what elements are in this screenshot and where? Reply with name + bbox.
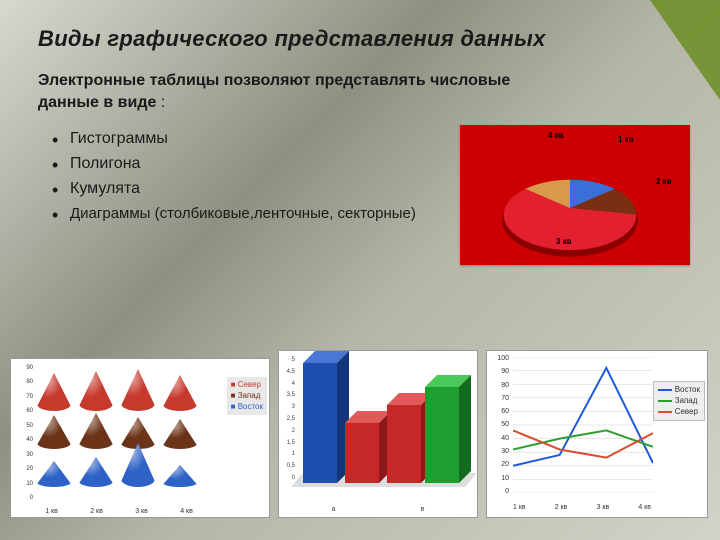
tick-label: 70 — [491, 395, 509, 402]
legend-item: Север — [231, 379, 263, 390]
tick-label: 20 — [491, 461, 509, 468]
tick-label: 1 кв — [45, 508, 58, 515]
pie-slice-label: 3 кв — [556, 237, 572, 246]
tick-label: 3 — [281, 404, 295, 410]
tick-label: а — [332, 506, 336, 513]
bullet-item: Кумулята — [52, 177, 452, 202]
tick-label: 10 — [13, 481, 33, 487]
line-xaxis: 1 кв 2 кв 3 кв 4 кв — [513, 504, 651, 511]
bar — [425, 387, 459, 483]
cone — [121, 443, 155, 487]
bar-yaxis: 5 4,5 4 3,5 3 2,5 2 1,5 1 0,5 0 — [281, 357, 295, 481]
legend-item: Восток — [658, 384, 700, 395]
lead-bold: Электронные таблицы позволяют представля… — [38, 72, 510, 111]
tick-label: 0 — [13, 495, 33, 501]
tick-label: 1,5 — [281, 440, 295, 446]
cone-yaxis: 90 80 70 60 50 40 30 20 10 0 — [13, 365, 33, 501]
tick-label: 40 — [13, 437, 33, 443]
tick-label: 3 кв — [135, 508, 148, 515]
cone-xaxis: 1 кв 2 кв 3 кв 4 кв — [29, 508, 209, 515]
pie-slice-label: 4 кв — [548, 131, 564, 140]
legend-item: Запад — [231, 390, 263, 401]
tick-label: 30 — [13, 452, 33, 458]
tick-label: 0 — [281, 475, 295, 481]
tick-label: 100 — [491, 355, 509, 362]
tick-label: 40 — [491, 435, 509, 442]
legend-item: Восток — [231, 401, 263, 412]
tick-label: 2,5 — [281, 416, 295, 422]
tick-label: 50 — [13, 423, 33, 429]
legend-item: Север — [658, 406, 700, 417]
tick-label: 4,5 — [281, 369, 295, 375]
bullet-item: Диаграммы (столбиковые,ленточные, сектор… — [52, 202, 452, 225]
tick-label: 1 кв — [513, 504, 526, 511]
tick-label: 60 — [13, 408, 33, 414]
tick-label: 2 кв — [90, 508, 103, 515]
cone — [79, 457, 113, 487]
line-chart: 1009080706050403020100 ВостокЗападСевер … — [486, 350, 708, 518]
line-plot — [513, 357, 653, 493]
bar — [345, 423, 379, 483]
pie-chart: 4 кв 1 кв 2 кв 3 кв — [460, 125, 690, 265]
tick-label: 2 кв — [555, 504, 568, 511]
tick-label: 0 — [491, 488, 509, 495]
tick-label: 4 кв — [638, 504, 651, 511]
pie-wrap — [505, 143, 635, 208]
tick-label: 90 — [13, 365, 33, 371]
tick-label: 50 — [491, 421, 509, 428]
tick-label: 0,5 — [281, 463, 295, 469]
line-yaxis: 1009080706050403020100 — [491, 355, 509, 495]
slide: Виды графического представления данных Э… — [0, 0, 720, 540]
pie-slice-label: 1 кв — [618, 135, 634, 144]
cone-grid — [37, 365, 207, 495]
tick-label: 4 кв — [180, 508, 193, 515]
bar-xaxis: ав — [289, 506, 467, 513]
bullet-list: Гистограммы Полигона Кумулята Диаграммы … — [52, 127, 452, 225]
pie-slice-label: 2 кв — [656, 177, 672, 186]
lead-plain: : — [156, 94, 165, 111]
tick-label: 3,5 — [281, 392, 295, 398]
lead-text: Электронные таблицы позволяют представля… — [38, 70, 518, 113]
tick-label: 4 — [281, 381, 295, 387]
tick-label: 80 — [491, 382, 509, 389]
cone — [37, 461, 71, 487]
tick-label: 20 — [13, 466, 33, 472]
cone-chart: 90 80 70 60 50 40 30 20 10 0 СеверЗападВосток 1 к… — [10, 358, 270, 518]
tick-label: 10 — [491, 475, 509, 482]
tick-label: 2 — [281, 428, 295, 434]
bullet-item: Гистограммы — [52, 127, 452, 152]
tick-label: 60 — [491, 408, 509, 415]
bullet-item: Полигона — [52, 152, 452, 177]
line-legend: ВостокЗападСевер — [653, 381, 705, 421]
tick-label: 70 — [13, 394, 33, 400]
tick-label: 90 — [491, 368, 509, 375]
tick-label: 80 — [13, 379, 33, 385]
tick-label: 1 — [281, 451, 295, 457]
bar — [387, 405, 421, 483]
tick-label: 5 — [281, 357, 295, 363]
tick-label: 3 кв — [597, 504, 610, 511]
bar-chart: 54,543,532,521,510,50 ав — [278, 350, 478, 518]
tick-label: 30 — [491, 448, 509, 455]
line-series — [513, 368, 653, 466]
tick-label: в — [421, 506, 425, 513]
page-title: Виды графического представления данных — [38, 26, 682, 52]
legend-item: Запад — [658, 395, 700, 406]
bar — [303, 363, 337, 483]
cone-legend: СеверЗападВосток — [227, 377, 267, 415]
cone — [163, 465, 197, 487]
